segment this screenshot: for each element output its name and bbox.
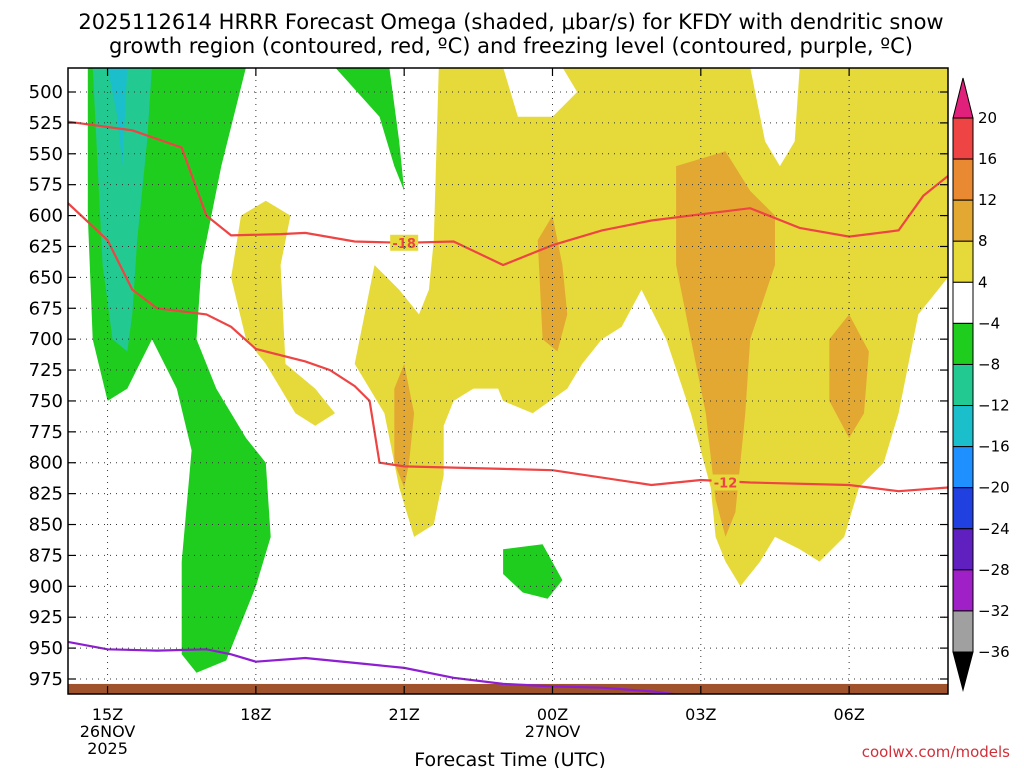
x-tick-label: 15Z <box>92 705 123 724</box>
colorbar-band <box>952 158 974 201</box>
y-tick-label: 950 <box>29 638 63 659</box>
y-tick-label: 875 <box>29 545 63 566</box>
plot-area: -18 -12 <box>68 68 948 694</box>
colorbar-band <box>952 281 974 324</box>
axes: 500 525 550 575 600 625 650 675 700 725 750 775 800 8… <box>29 67 949 758</box>
plot-frame <box>67 67 949 695</box>
dendritic-contour-1 <box>68 120 948 267</box>
colorbar-label: 8 <box>978 232 988 250</box>
omega-region-green-top <box>335 68 405 191</box>
y-tick-label: 500 <box>29 82 63 103</box>
y-tick-label: 600 <box>29 206 63 227</box>
y-tick-label: 900 <box>29 576 63 597</box>
colorbar-band <box>952 405 974 448</box>
colorbar-label: −12 <box>978 397 1010 415</box>
chart-title-line2: growth region (contoured, red, ºC) and f… <box>109 34 913 58</box>
chart-title-line1: 2025112614 HRRR Forecast Omega (shaded, … <box>78 10 943 34</box>
omega-region-orange-far-right <box>829 314 869 438</box>
colorbar-label: 4 <box>978 273 988 291</box>
contour-label: -18 <box>392 237 416 252</box>
colorbar-label: −8 <box>978 355 1000 373</box>
colorbar-label: −20 <box>978 479 1010 497</box>
colorbar-label: −16 <box>978 438 1010 456</box>
x-tick-label: 06Z <box>833 705 864 724</box>
colorbar-band <box>952 322 974 365</box>
x-tick-label: 00Z <box>537 705 568 724</box>
omega-region-orange-right <box>676 151 775 537</box>
omega-region-yellow-left <box>231 200 335 426</box>
y-tick-label: 750 <box>29 391 63 412</box>
y-tick-label: 550 <box>29 144 63 165</box>
y-tick-label: 850 <box>29 515 63 536</box>
colorbar-band <box>952 487 974 530</box>
omega-region-yellow-main <box>354 68 948 587</box>
colorbar: 20 16 12 8 4 −4 −8 −12 −16 −20 −24 −28 −32 −36 <box>952 77 1010 692</box>
colorbar-band <box>952 528 974 571</box>
colorbar-band <box>952 117 974 160</box>
y-tick-label: 625 <box>29 236 63 257</box>
colorbar-label: −36 <box>978 643 1010 661</box>
omega-region-green-small <box>503 544 563 599</box>
colorbar-label: −4 <box>978 314 1000 332</box>
ground-strip <box>68 683 948 694</box>
omega-region-teal <box>92 68 152 352</box>
x-tick-date: 26NOV <box>80 722 136 741</box>
omega-region-white-gap <box>750 68 800 167</box>
x-axis-title: Forecast Time (UTC) <box>414 749 605 768</box>
colorbar-label: −24 <box>978 520 1010 538</box>
y-tick-label: 825 <box>29 484 63 505</box>
x-tick-year: 2025 <box>87 739 128 758</box>
colorbar-extend-top <box>952 77 974 119</box>
y-tick-label: 575 <box>29 175 63 196</box>
omega-region-orange-small <box>394 363 415 488</box>
y-tick-label: 775 <box>29 422 63 443</box>
colorbar-label: −32 <box>978 602 1010 620</box>
x-tick-date: 27NOV <box>525 722 581 741</box>
shaded-omega: -18 -12 <box>68 68 948 694</box>
credit-link[interactable]: coolwx.com/models <box>862 743 1010 761</box>
y-tick-label: 725 <box>29 360 63 381</box>
colorbar-band <box>952 446 974 489</box>
colorbar-band <box>952 240 974 283</box>
contour-label-bg <box>711 474 740 491</box>
colorbar-band <box>952 363 974 407</box>
colorbar-extend-bottom <box>952 651 974 692</box>
y-tick-label: 800 <box>29 453 63 474</box>
colorbar-label: 12 <box>978 191 997 209</box>
colorbar-label: 20 <box>978 109 997 127</box>
contour-label: -12 <box>714 477 738 492</box>
omega-region-orange-mid <box>537 215 568 352</box>
colorbar-label: 16 <box>978 150 997 168</box>
y-tick-label: 525 <box>29 113 63 134</box>
y-tick-label: 700 <box>29 329 63 350</box>
colorbar-band <box>952 199 974 242</box>
colorbar-band <box>952 569 974 612</box>
omega-region-cyan <box>107 68 128 167</box>
y-tick-label: 675 <box>29 298 63 319</box>
y-tick-label: 925 <box>29 607 63 628</box>
x-tick-label: 18Z <box>240 705 271 724</box>
x-tick-label: 21Z <box>389 705 420 724</box>
colorbar-label: −28 <box>978 561 1010 579</box>
y-tick-label: 650 <box>29 267 63 288</box>
y-tick-label: 975 <box>29 669 63 690</box>
freezing-level-contour <box>68 640 682 694</box>
x-tick-label: 03Z <box>685 705 716 724</box>
colorbar-band <box>952 610 974 653</box>
